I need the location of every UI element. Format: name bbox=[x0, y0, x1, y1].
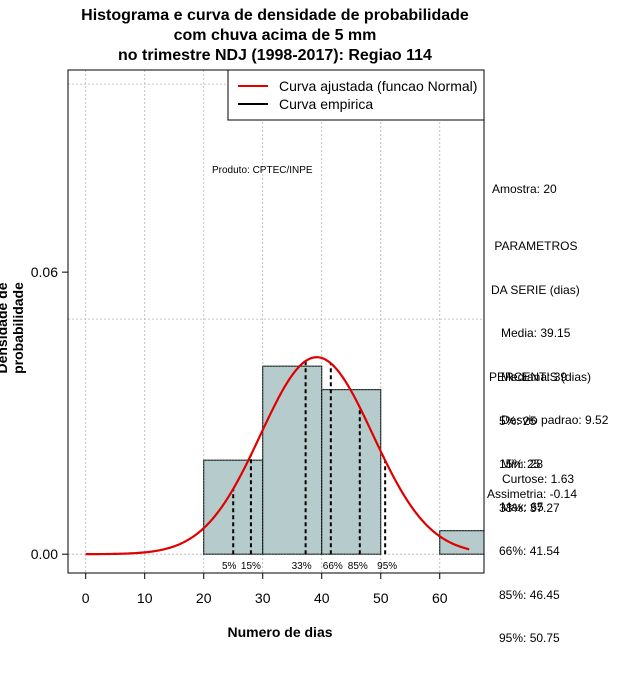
stat-percentil-line: 15%: 28 bbox=[489, 457, 544, 471]
y-tick-label: 0.00 bbox=[31, 546, 58, 562]
chart-title-line-3: no trimestre NDJ (1998-2017): Regiao 114 bbox=[118, 47, 432, 64]
histogram-bar bbox=[321, 389, 382, 555]
chart-title-line-1: Histograma e curva de densidade de proba… bbox=[81, 7, 469, 24]
stat-param-line: DA SERIE (dias) bbox=[491, 282, 580, 297]
legend-box bbox=[227, 69, 485, 121]
percentile-label: 33% bbox=[292, 561, 312, 572]
histogram-bar-hatch bbox=[321, 389, 382, 555]
stat-percentil-line: 5%: 25 bbox=[489, 413, 537, 428]
normal-fit-curve bbox=[85, 356, 470, 556]
stat-amostra: Amostra: 20 bbox=[492, 182, 557, 196]
chart-title-line-2: com chuva acima de 5 mm bbox=[173, 27, 377, 44]
x-tick-label: 20 bbox=[196, 590, 212, 606]
legend-label: Curva ajustada (funcao Normal) bbox=[279, 78, 477, 94]
percentile-label: 95% bbox=[377, 561, 397, 572]
plot-area: 5% 15% 33% 66% 85% 95% 0 10 20 30 40 50 60 0.00 0.06 Cu… bbox=[31, 69, 485, 606]
stat-param-line: Desvio padrao: 9.52 bbox=[491, 413, 609, 427]
stat-curtose: Curtose: 1.63 bbox=[502, 472, 575, 486]
x-axis-label: Numero de dias bbox=[227, 624, 333, 640]
x-tick-label: 60 bbox=[432, 590, 448, 606]
legend-label: Curva empirica bbox=[279, 96, 373, 112]
percentile-label: 15% bbox=[241, 561, 261, 572]
percentile-label: 66% bbox=[323, 561, 343, 572]
histogram-bar bbox=[439, 530, 485, 555]
stat-percentil-line: 85%: 46.45 bbox=[489, 587, 560, 602]
stat-percentil-line: PERCENTIS (dias) bbox=[489, 370, 592, 384]
x-tick-label: 30 bbox=[255, 590, 271, 606]
stat-param-line: Min: 25 bbox=[491, 456, 541, 471]
stat-assimetria: Assimetria: -0.14 bbox=[487, 487, 578, 501]
annotation-produto: Produto: CPTEC/INPE bbox=[212, 165, 313, 176]
chart-figure: Histograma e curva de densidade de proba… bbox=[0, 7, 608, 645]
y-tick-label: 0.06 bbox=[31, 264, 58, 280]
x-tick-label: 50 bbox=[373, 590, 389, 606]
stat-percentis-block: PERCENTIS (dias) 5%: 25 15%: 28 33%: 37.… bbox=[489, 341, 591, 675]
histogram-bar-hatch bbox=[439, 530, 485, 555]
stat-parametros-block: PARAMETROS DA SERIE (dias) Media: 39.15 … bbox=[491, 210, 608, 544]
percentile-label: 85% bbox=[348, 561, 368, 572]
stat-param-line: Max: 65 bbox=[491, 500, 544, 514]
stat-param-line: Mediana: 39 bbox=[491, 369, 568, 384]
y-axis-label: Densidade de probabilidade bbox=[0, 282, 26, 374]
stat-param-line: Media: 39.15 bbox=[491, 326, 571, 340]
stat-percentil-line: 33%: 37.27 bbox=[489, 500, 560, 515]
stat-percentil-line: 95%: 50.75 bbox=[489, 631, 560, 645]
stat-percentil-line: 66%: 41.54 bbox=[489, 544, 560, 558]
histogram-bar bbox=[262, 365, 323, 555]
x-tick-label: 0 bbox=[82, 590, 90, 606]
x-tick-label: 40 bbox=[314, 590, 330, 606]
percentile-label: 5% bbox=[222, 561, 237, 572]
x-tick-label: 10 bbox=[137, 590, 153, 606]
stat-param-line: PARAMETROS bbox=[491, 239, 578, 253]
